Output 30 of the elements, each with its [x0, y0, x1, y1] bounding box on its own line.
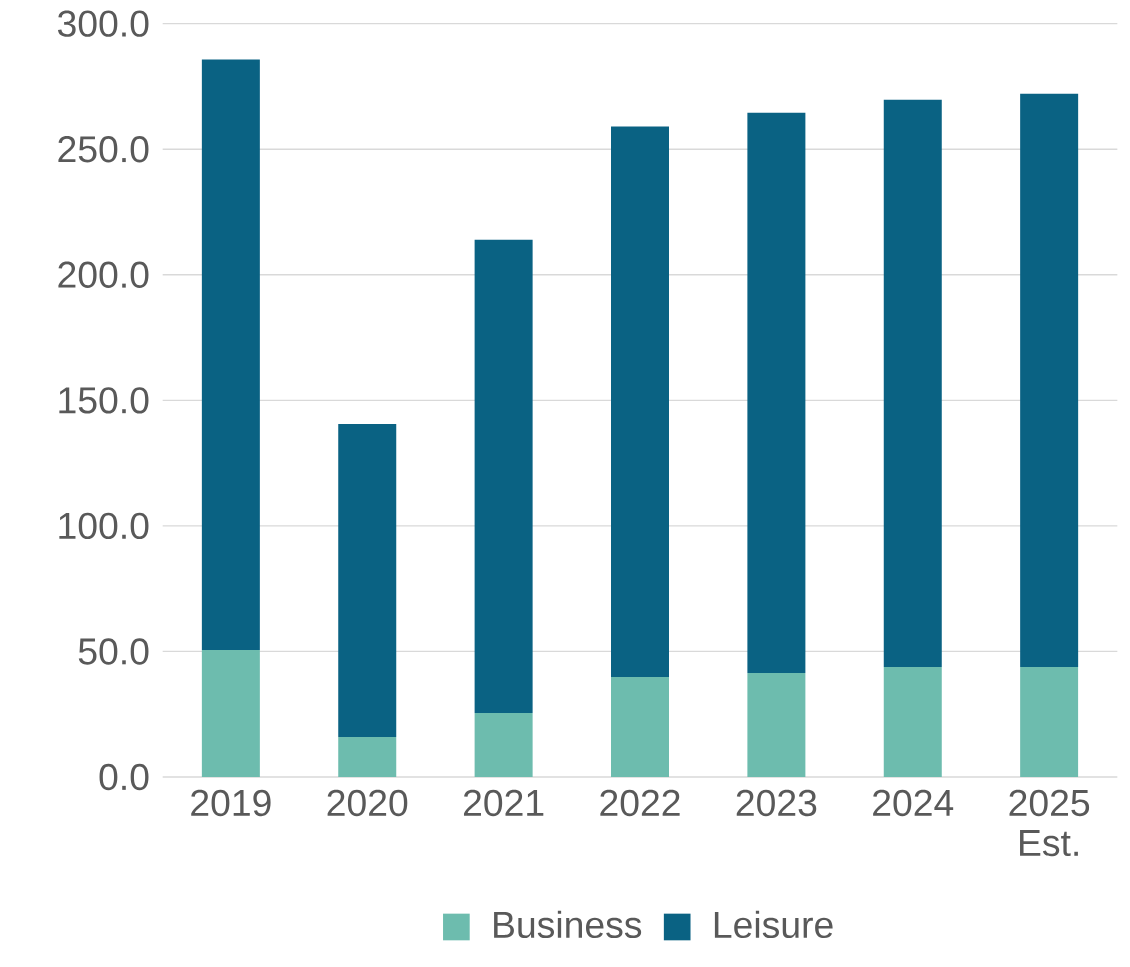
legend-label: Business: [494, 910, 642, 939]
y-tick-label: 50.0: [78, 638, 149, 665]
bar: [201, 59, 260, 650]
bar: [201, 649, 260, 777]
y-tick-label: 0.0: [99, 763, 149, 791]
bar: [474, 712, 533, 777]
y-tick-label: 250.0: [58, 136, 149, 163]
bar: [1020, 93, 1079, 668]
bar: [338, 737, 397, 777]
legend-label: Leisure: [714, 910, 833, 939]
y-tick-label: 200.0: [58, 261, 149, 288]
y-tick-label: 100.0: [59, 512, 149, 540]
x-tick-label: 2022: [600, 789, 680, 817]
bar: [747, 112, 806, 674]
bar: [747, 673, 806, 777]
y-tick-label: 150.0: [59, 387, 149, 414]
x-tick-label: 2025 Est.: [1009, 789, 1090, 857]
y-tick-label: 300.0: [57, 10, 149, 37]
bar: [883, 99, 942, 668]
bar: [474, 239, 533, 713]
x-tick-label: 2024: [873, 789, 954, 817]
bar: [1020, 667, 1079, 777]
bar: [338, 423, 397, 738]
bar: [611, 677, 669, 777]
bar: [611, 126, 669, 678]
x-tick-label: 2020: [327, 789, 408, 817]
bar: [883, 667, 942, 777]
x-tick-label: 2023: [736, 789, 817, 817]
x-tick-label: 2019: [191, 789, 271, 817]
x-tick-label: 2021: [463, 789, 544, 817]
